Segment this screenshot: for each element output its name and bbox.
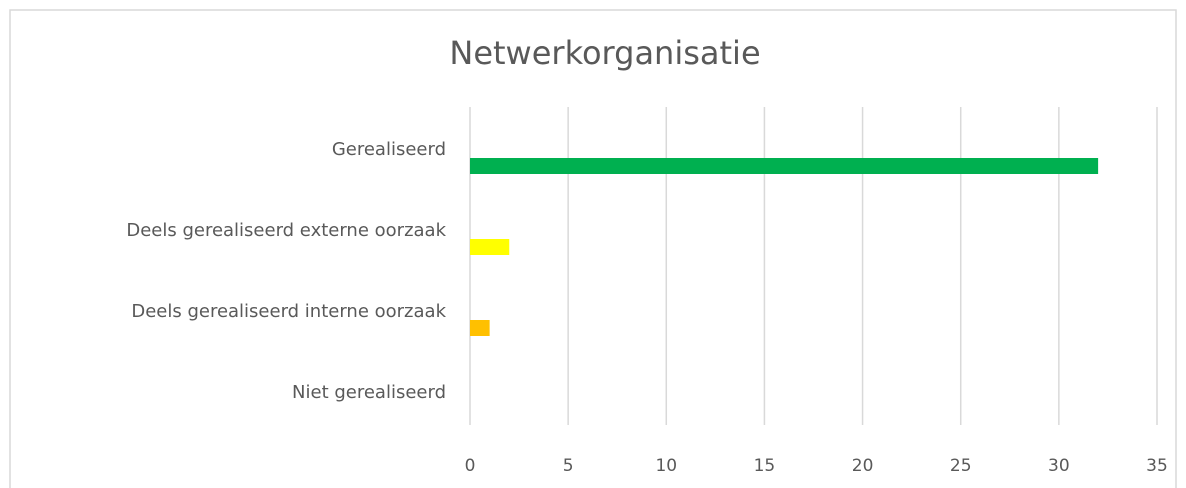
bar [470, 158, 1099, 174]
y-tick-label: Niet gerealiseerd [292, 382, 446, 403]
y-tick-label: Gerealiseerd [332, 139, 446, 160]
x-tick-label: 30 [1048, 456, 1070, 476]
x-tick-label: 20 [852, 456, 874, 476]
bar [470, 239, 510, 255]
x-tick-label: 5 [563, 456, 574, 476]
x-tick-label: 35 [1146, 456, 1168, 476]
x-tick-label: 0 [465, 456, 476, 476]
x-tick-label: 25 [950, 456, 972, 476]
bar [470, 320, 490, 336]
x-tick-label: 15 [754, 456, 776, 476]
y-tick-label: Deels gerealiseerd externe oorzaak [126, 220, 446, 241]
x-tick-label: 10 [655, 456, 677, 476]
y-tick-label: Deels gerealiseerd interne oorzaak [131, 301, 446, 322]
chart-border [9, 9, 1177, 488]
chart-title: Netwerkorganisatie [449, 34, 760, 72]
